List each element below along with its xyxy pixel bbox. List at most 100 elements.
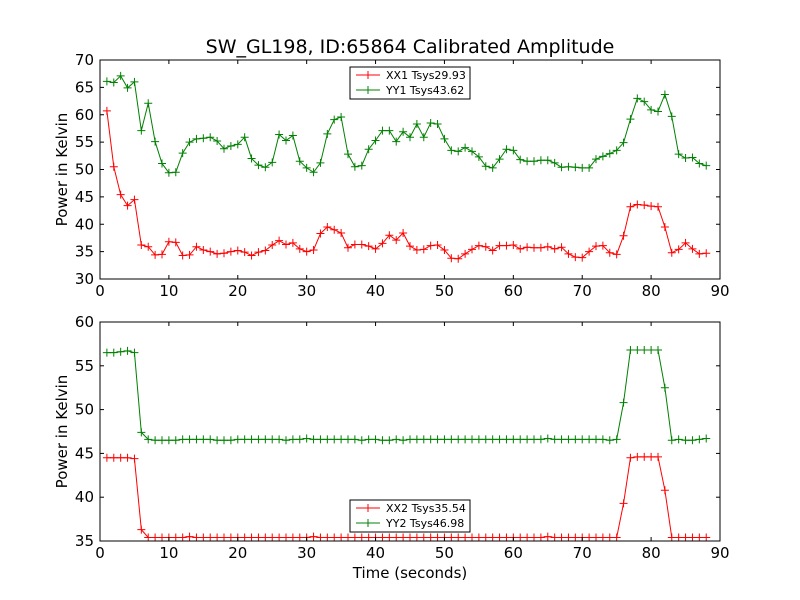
data-point xyxy=(344,150,352,159)
data-point xyxy=(392,137,401,146)
data-point xyxy=(592,435,600,444)
data-point xyxy=(557,435,566,444)
data-point xyxy=(695,159,704,168)
data-point xyxy=(309,435,318,444)
data-point xyxy=(681,436,690,445)
data-point xyxy=(392,533,401,542)
data-point xyxy=(461,533,470,542)
y-tick-label: 55 xyxy=(75,357,94,375)
data-point xyxy=(592,155,600,164)
data-point xyxy=(137,126,146,135)
data-point xyxy=(509,241,518,250)
series-1-1 xyxy=(102,106,711,263)
data-point xyxy=(612,435,621,444)
legend-label: XX1 Tsys29.93 xyxy=(386,69,466,82)
data-point xyxy=(330,533,339,542)
data-point xyxy=(426,435,435,444)
data-point xyxy=(474,241,483,250)
data-point xyxy=(399,436,408,445)
data-point xyxy=(399,229,408,238)
data-point xyxy=(392,435,401,444)
data-point xyxy=(144,99,153,108)
data-point xyxy=(619,138,628,147)
x-tick-label: 70 xyxy=(573,282,592,300)
series-2-2 xyxy=(102,346,711,445)
data-point xyxy=(323,533,332,542)
data-point xyxy=(530,435,538,444)
data-point xyxy=(598,435,607,444)
data-point xyxy=(447,254,456,263)
x-tick-label: 60 xyxy=(504,282,523,300)
x-tick-label: 20 xyxy=(228,544,247,562)
data-point xyxy=(647,346,656,355)
data-point xyxy=(654,107,662,116)
data-point xyxy=(502,145,511,154)
data-point xyxy=(454,147,463,156)
data-point xyxy=(295,435,304,444)
data-point xyxy=(447,435,456,444)
data-point xyxy=(578,163,587,172)
data-point xyxy=(419,533,428,542)
x-tick-label: 60 xyxy=(504,544,523,562)
data-point xyxy=(316,435,325,444)
data-point xyxy=(433,435,442,444)
data-point xyxy=(495,155,504,164)
data-point xyxy=(585,247,594,256)
data-point xyxy=(337,229,346,238)
data-point xyxy=(254,248,263,257)
data-point xyxy=(454,254,463,263)
data-point xyxy=(626,115,635,124)
data-point xyxy=(330,225,339,234)
data-point xyxy=(447,533,456,542)
data-point xyxy=(681,238,690,247)
data-point xyxy=(151,250,160,259)
data-point xyxy=(185,532,194,541)
data-point xyxy=(585,533,594,542)
data-point xyxy=(523,533,532,542)
x-tick-label: 50 xyxy=(435,544,454,562)
data-point xyxy=(206,247,215,256)
y-tick-label: 50 xyxy=(75,161,94,179)
data-point xyxy=(378,239,387,248)
data-point xyxy=(254,435,263,444)
data-point xyxy=(468,245,476,254)
data-point xyxy=(185,250,194,259)
data-point xyxy=(102,77,111,86)
legend-label: YY2 Tsys46.98 xyxy=(385,517,464,530)
data-point xyxy=(564,162,573,171)
data-point xyxy=(261,246,270,255)
data-point xyxy=(323,129,332,138)
data-point xyxy=(530,533,538,542)
y-axis-label: Power in Kelvin xyxy=(53,113,71,227)
data-point xyxy=(481,533,490,542)
data-point xyxy=(488,163,497,172)
data-point xyxy=(674,435,683,444)
data-point xyxy=(578,253,587,262)
data-point xyxy=(702,161,711,170)
data-point xyxy=(598,533,607,542)
data-point xyxy=(357,161,366,170)
data-point xyxy=(640,346,649,355)
data-point xyxy=(233,140,242,149)
data-point xyxy=(151,436,160,445)
data-point xyxy=(461,435,470,444)
data-point xyxy=(158,159,166,168)
data-point xyxy=(461,143,470,152)
y-tick-label: 50 xyxy=(75,401,94,419)
legend-marker xyxy=(364,504,372,512)
data-point xyxy=(309,532,318,541)
data-point xyxy=(213,249,222,258)
data-point xyxy=(571,163,580,172)
data-point xyxy=(688,533,697,542)
data-point xyxy=(557,163,566,172)
data-point xyxy=(523,435,532,444)
data-point xyxy=(226,247,235,256)
data-point xyxy=(571,533,580,542)
series-line xyxy=(106,75,707,174)
x-tick-label: 0 xyxy=(95,544,105,562)
data-point xyxy=(240,533,249,542)
data-point xyxy=(695,435,704,444)
data-point xyxy=(495,435,504,444)
data-point xyxy=(364,242,373,251)
